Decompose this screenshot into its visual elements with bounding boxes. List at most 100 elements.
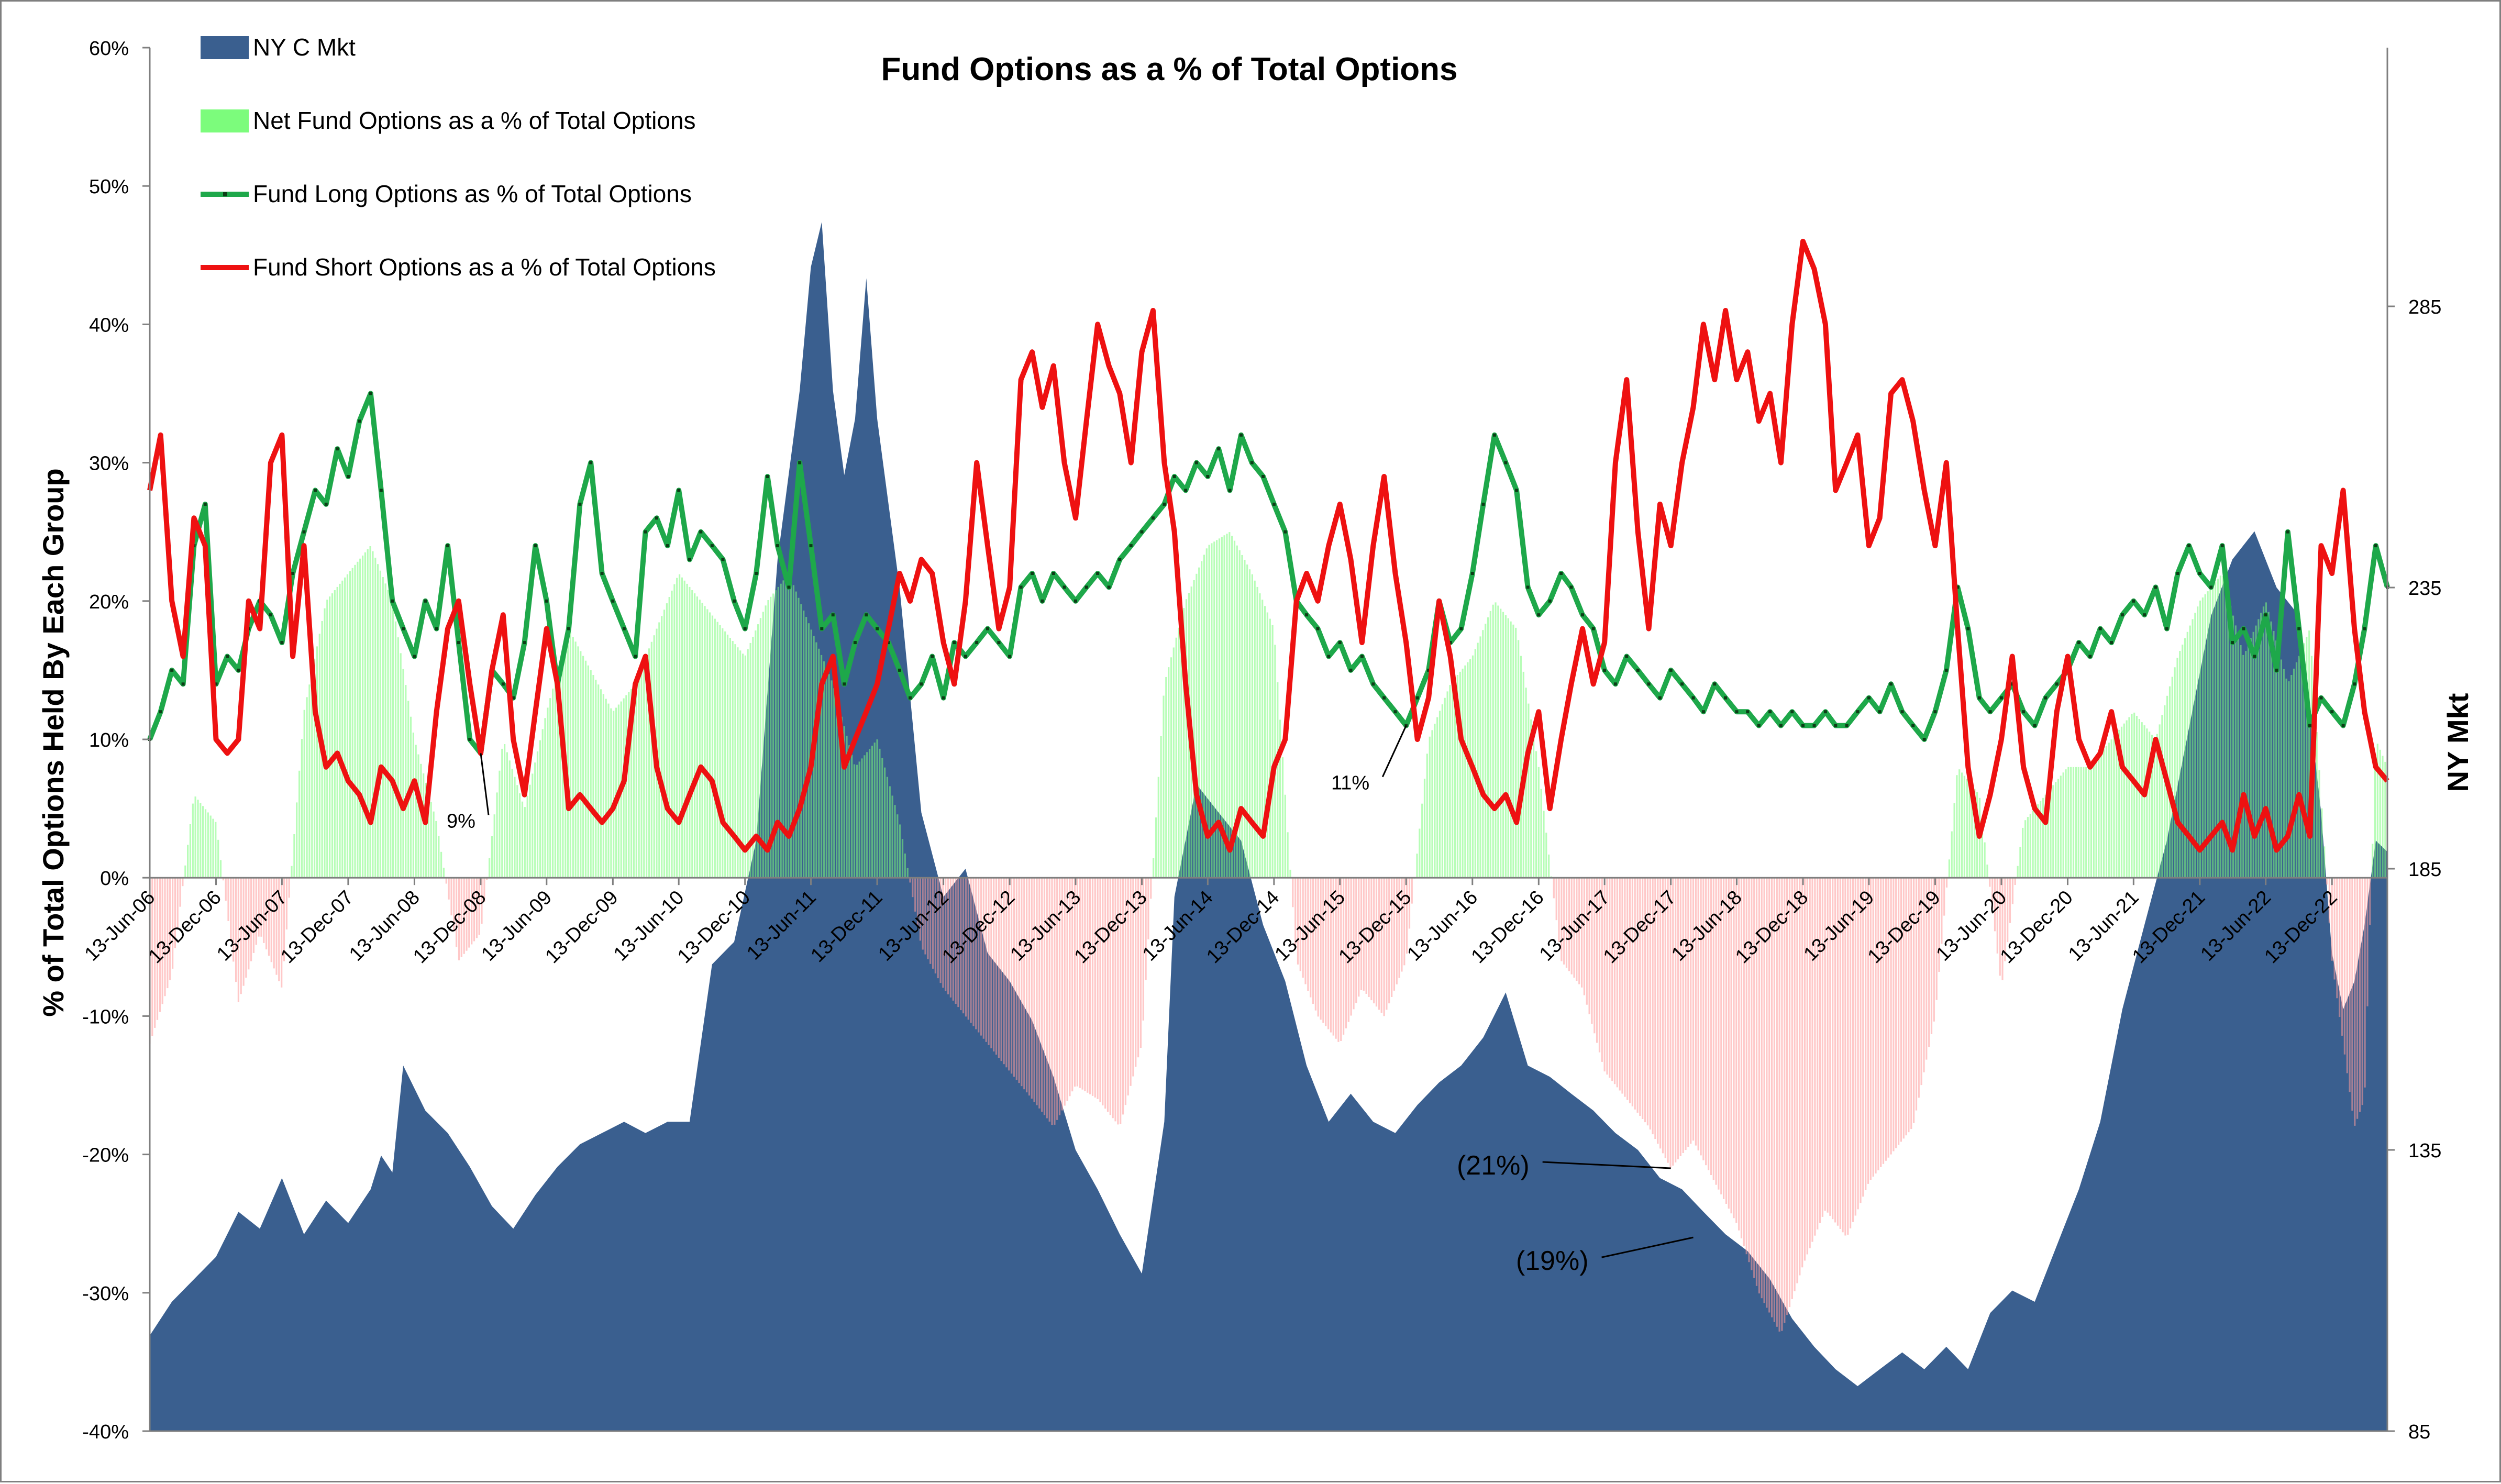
- net-fund-bar: [227, 878, 229, 921]
- net-fund-bar: [1586, 878, 1588, 1005]
- net-fund-bar: [2085, 767, 2087, 878]
- fund-long-marker: [1492, 433, 1496, 437]
- net-fund-bar: [613, 711, 615, 878]
- net-fund-bar: [1659, 878, 1662, 1149]
- net-fund-bar: [1781, 878, 1783, 1331]
- net-fund-bar: [2278, 650, 2280, 878]
- fund-long-marker: [314, 489, 317, 492]
- net-fund-bar: [1669, 878, 1672, 1168]
- net-fund-bar: [658, 622, 660, 878]
- net-fund-bar: [967, 878, 969, 1020]
- net-fund-bar: [1918, 878, 1920, 1098]
- net-fund-bar: [156, 878, 159, 1020]
- net-fund-bar: [1712, 878, 1714, 1180]
- net-fund-bar: [574, 641, 577, 878]
- net-fund-bar: [1565, 878, 1568, 968]
- fund-long-marker: [1581, 613, 1584, 617]
- net-fund-bar: [471, 878, 473, 945]
- net-fund-bar: [2146, 728, 2148, 878]
- fund-long-marker: [226, 655, 229, 658]
- fund-long-marker: [2198, 572, 2201, 575]
- fund-long-marker: [2209, 585, 2213, 589]
- net-fund-bar: [818, 648, 820, 878]
- fund-long-marker: [1889, 682, 1893, 686]
- net-fund-bar: [871, 746, 873, 878]
- net-fund-bar: [2037, 804, 2039, 878]
- net-fund-bar: [1842, 878, 1844, 1233]
- net-fund-bar: [1150, 878, 1152, 899]
- net-fund-bar: [2182, 645, 2184, 878]
- net-fund-bar: [2245, 651, 2247, 878]
- net-fund-bar: [739, 650, 742, 878]
- net-fund-bar: [2176, 658, 2178, 878]
- net-fund-bar: [460, 878, 462, 957]
- net-fund-bar: [1175, 637, 1177, 878]
- net-fund-bar: [1869, 878, 1872, 1180]
- net-fund-bar: [1796, 878, 1798, 1283]
- net-fund-bar: [1236, 545, 1238, 878]
- fund-long-marker: [1316, 627, 1320, 630]
- net-fund-bar: [831, 680, 833, 878]
- net-fund-bar: [995, 878, 998, 1055]
- net-fund-bar: [1761, 878, 1763, 1299]
- net-fund-bar: [1464, 665, 1466, 878]
- net-fund-bar: [326, 600, 328, 878]
- net-fund-bar: [886, 777, 888, 878]
- net-fund-bar: [1999, 878, 2001, 976]
- net-fund-bar: [1821, 878, 1823, 1217]
- net-fund-bar: [1758, 878, 1760, 1294]
- annotation-leader: [1381, 725, 1407, 778]
- fund-long-marker: [424, 599, 427, 603]
- net-fund-bar: [919, 878, 921, 941]
- net-fund-bar: [1069, 878, 1071, 1097]
- net-fund-bar: [610, 708, 612, 878]
- net-fund-bar: [744, 655, 746, 878]
- net-fund-bar: [2105, 746, 2108, 878]
- net-fund-bar: [2083, 767, 2085, 878]
- net-fund-bar: [2001, 878, 2004, 980]
- net-fund-bar: [258, 878, 260, 937]
- y2-tick-label: 185: [2408, 859, 2441, 881]
- net-fund-bar: [1005, 878, 1008, 1068]
- fund-long-marker: [688, 558, 691, 561]
- net-fund-bar: [493, 814, 495, 878]
- net-fund-bar: [1223, 535, 1225, 878]
- net-fund-bar: [1492, 604, 1494, 878]
- net-fund-bar: [1340, 878, 1342, 1041]
- fund-long-marker: [346, 475, 350, 478]
- net-fund-bar: [1692, 878, 1695, 1141]
- net-fund-bar: [2257, 619, 2260, 878]
- net-fund-bar: [559, 660, 561, 878]
- net-fund-bar: [759, 618, 761, 878]
- net-fund-bar: [2062, 772, 2064, 878]
- net-fund-bar: [782, 580, 784, 878]
- net-fund-bar: [1332, 878, 1334, 1036]
- net-fund-bar: [1254, 580, 1256, 878]
- net-fund-bar: [268, 878, 270, 956]
- net-fund-bar: [516, 785, 518, 878]
- net-fund-bar: [298, 770, 301, 878]
- net-fund-bar: [648, 648, 650, 878]
- fund-long-marker: [1019, 585, 1023, 589]
- net-fund-bar: [207, 812, 209, 878]
- y-tick-label: 60%: [89, 38, 129, 60]
- net-fund-bar: [595, 680, 597, 878]
- net-fund-bar: [1264, 606, 1266, 878]
- net-fund-bar: [840, 716, 843, 878]
- net-fund-bar: [466, 878, 468, 951]
- fund-long-marker: [1746, 710, 1750, 714]
- net-fund-bar: [939, 878, 942, 983]
- fund-long-marker: [1393, 710, 1397, 714]
- fund-long-marker: [2055, 682, 2059, 686]
- net-fund-bar: [1170, 657, 1172, 878]
- fund-long-marker: [1845, 724, 1849, 727]
- fund-long-marker: [710, 544, 714, 548]
- net-fund-bar: [2316, 732, 2318, 878]
- net-fund-bar: [225, 878, 227, 901]
- net-fund-bar: [308, 684, 311, 878]
- net-fund-bar: [448, 878, 450, 900]
- net-fund-bar: [1201, 561, 1203, 878]
- net-fund-bar: [536, 751, 539, 878]
- net-fund-bar: [1755, 878, 1758, 1286]
